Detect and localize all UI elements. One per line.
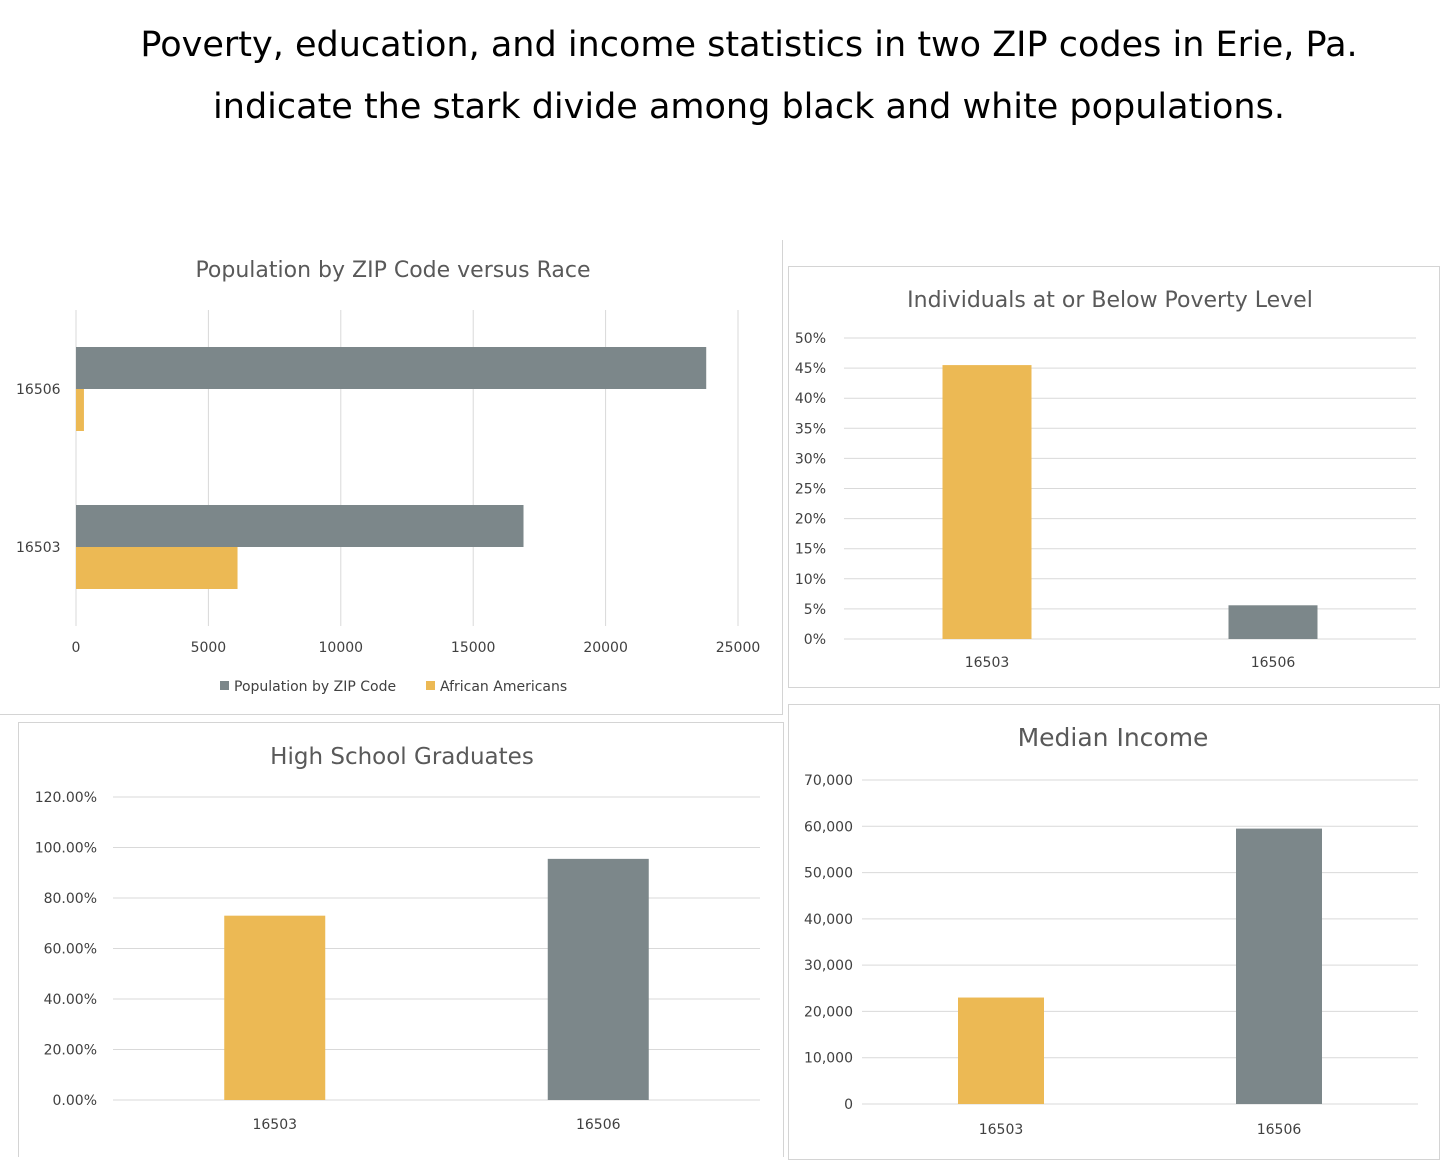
- category-label: 16503: [979, 1122, 1024, 1138]
- chart-title: Population by ZIP Code versus Race: [195, 258, 590, 283]
- chart-title: Median Income: [1018, 723, 1209, 752]
- legend-label: African Americans: [440, 679, 567, 695]
- y-tick-label: 0.00%: [53, 1093, 97, 1109]
- y-tick-label: 0%: [804, 632, 826, 648]
- population-chart-panel: Population by ZIP Code versus Race 0 5000…: [0, 240, 784, 716]
- income-chart: Median Income 0 10,000 20,000 30,000 40,000 5…: [804, 723, 1418, 1138]
- category-label: 16506: [576, 1117, 621, 1133]
- y-tick-label: 20.00%: [44, 1043, 97, 1059]
- y-tick-label: 60.00%: [44, 942, 97, 958]
- bar: [1228, 605, 1318, 639]
- bar: [224, 915, 326, 1100]
- y-tick-label: 0: [844, 1097, 853, 1113]
- poverty-chart-panel: Individuals at or Below Poverty Level 0%…: [784, 264, 1440, 688]
- category-label: 16503: [252, 1117, 297, 1133]
- y-tick-label: 30%: [795, 451, 826, 467]
- chart-title: Individuals at or Below Poverty Level: [907, 288, 1313, 313]
- y-tick-label: 35%: [795, 421, 826, 437]
- x-tick-label: 15000: [451, 640, 496, 656]
- y-tick-label: 40,000: [804, 912, 853, 928]
- y-tick-label: 10%: [795, 572, 826, 588]
- bar: [1236, 828, 1322, 1104]
- bar: [76, 347, 707, 389]
- y-tick-label: 50,000: [804, 866, 853, 882]
- y-tick-label: 40.00%: [44, 992, 97, 1008]
- category-label: 16503: [965, 655, 1010, 671]
- y-tick-label: 40%: [795, 391, 826, 407]
- legend-swatch: [426, 681, 435, 690]
- x-tick-label: 5000: [191, 640, 227, 656]
- y-tick-label: 70,000: [804, 773, 853, 789]
- y-tick-label: 60,000: [804, 819, 853, 835]
- graduates-chart-frame: [18, 722, 784, 1157]
- y-tick-label: 5%: [804, 602, 826, 618]
- y-tick-label: 30,000: [804, 958, 853, 974]
- category-label: 16506: [16, 382, 61, 398]
- y-tick-label: 15%: [795, 542, 826, 558]
- x-tick-label: 20000: [583, 640, 628, 656]
- population-chart: Population by ZIP Code versus Race 0 5000…: [16, 258, 761, 695]
- graduates-chart: High School Graduates 0.00% 20.00% 40.00% 6…: [35, 744, 760, 1133]
- legend-swatch: [220, 681, 229, 690]
- bar: [76, 505, 524, 547]
- y-tick-label: 10,000: [804, 1051, 853, 1067]
- y-tick-label: 20,000: [804, 1004, 853, 1020]
- x-tick-label: 10000: [319, 640, 364, 656]
- category-label: 16506: [1257, 1122, 1302, 1138]
- y-tick-label: 25%: [795, 482, 826, 498]
- y-tick-label: 50%: [795, 331, 826, 347]
- chart-title: High School Graduates: [270, 744, 534, 770]
- bar: [942, 365, 1032, 639]
- y-tick-label: 120.00%: [35, 790, 97, 806]
- bar: [958, 997, 1044, 1104]
- bar: [76, 547, 238, 589]
- headline: Poverty, education, and income statistic…: [140, 25, 1358, 127]
- population-chart-frame: [0, 240, 783, 715]
- legend-label: Population by ZIP Code: [234, 679, 396, 695]
- category-label: 16503: [16, 540, 61, 556]
- y-tick-label: 80.00%: [44, 891, 97, 907]
- y-tick-label: 20%: [795, 512, 826, 528]
- x-tick-label: 25000: [716, 640, 761, 656]
- category-label: 16506: [1251, 655, 1296, 671]
- y-tick-label: 100.00%: [35, 841, 97, 857]
- income-chart-panel: Median Income 0 10,000 20,000 30,000 40,000 5…: [784, 702, 1440, 1160]
- graduates-chart-panel: High School Graduates 0.00% 20.00% 40.00% 6…: [0, 716, 784, 1157]
- x-tick-label: 0: [72, 640, 81, 656]
- bar: [547, 858, 649, 1100]
- poverty-chart: Individuals at or Below Poverty Level 0%…: [795, 288, 1416, 671]
- y-tick-label: 45%: [795, 361, 826, 377]
- bar: [76, 389, 84, 431]
